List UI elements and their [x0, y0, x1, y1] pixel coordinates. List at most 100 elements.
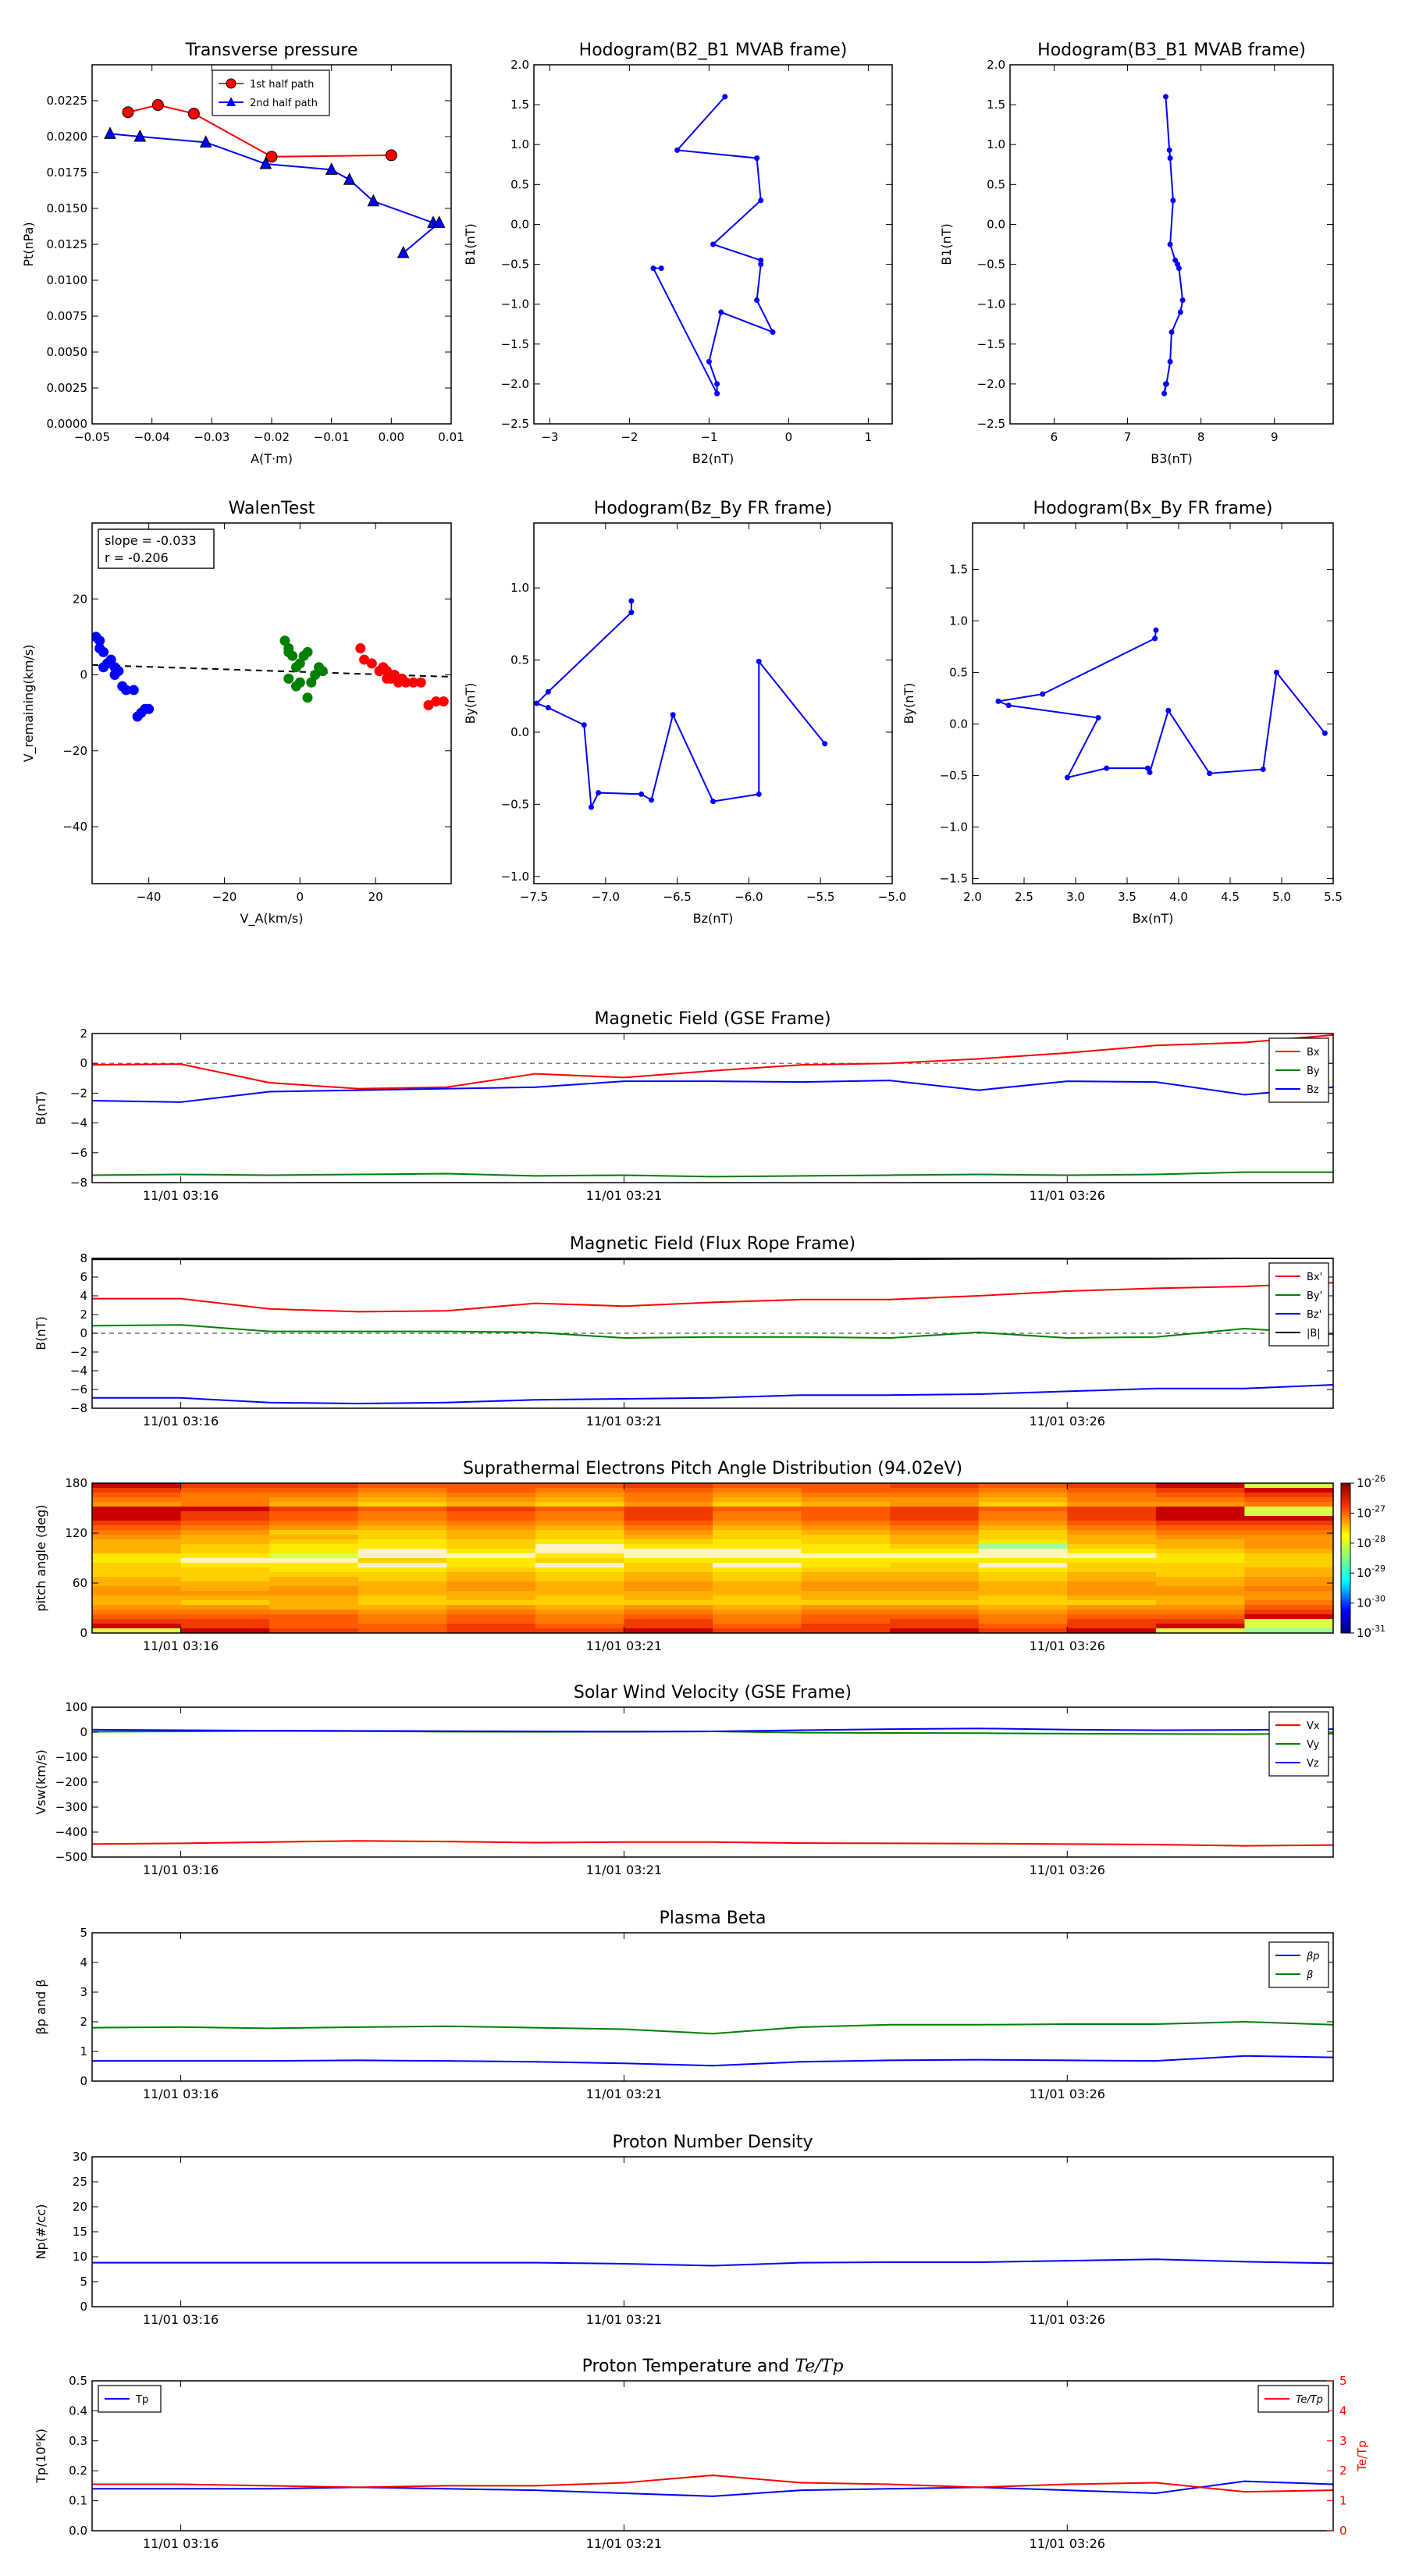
chart-title: Proton Temperature and Te/Tp: [582, 2357, 844, 2376]
heatmap-cell: [92, 1628, 182, 1633]
data-point: [423, 699, 434, 710]
chart-title: Transverse pressure: [185, 41, 358, 60]
heatmap-cell: [269, 1558, 359, 1564]
heatmap-cell: [535, 1535, 625, 1540]
heatmap-cell: [801, 1553, 891, 1559]
heatmap-cell: [357, 1544, 447, 1550]
data-point: [1005, 703, 1012, 709]
heatmap-cell: [1067, 1600, 1157, 1606]
legend-label: Bz': [1307, 1309, 1321, 1321]
y-tick-label: 1.0: [987, 137, 1005, 151]
data-point: [382, 673, 393, 684]
y-tick-label: 1.0: [949, 614, 968, 628]
heatmap-cell: [801, 1558, 891, 1564]
heatmap-cell: [713, 1502, 802, 1507]
heatmap-cell: [801, 1572, 891, 1578]
data-point: [343, 173, 356, 185]
heatmap-cell: [890, 1553, 980, 1559]
heatmap-cell: [713, 1497, 802, 1503]
data-point: [1172, 257, 1179, 263]
y-tick-label: 0: [80, 668, 87, 682]
time-tick-label: 11/01 03:16: [143, 1414, 219, 1429]
y-tick-label: 0.0000: [47, 417, 88, 431]
heatmap-cell: [357, 1483, 447, 1489]
heatmap-cell: [446, 1614, 536, 1620]
x-tick-label: 4.5: [1221, 890, 1240, 904]
data-point: [389, 670, 400, 681]
heatmap-cell: [92, 1511, 182, 1517]
plot-area: [92, 1483, 1333, 1633]
time-tick-label: 11/01 03:26: [1030, 2087, 1105, 2101]
walen-test-panel: WalenTest −40 −20 0 20 −40 −20 0 20 V_A(km/s) V_re…: [21, 499, 452, 927]
heatmap-cell: [357, 1628, 447, 1633]
time-tick-label: 11/01 03:16: [143, 1638, 219, 1653]
heatmap-cell: [713, 1596, 802, 1601]
y-tick-label: 4: [80, 1955, 87, 1969]
heatmap-cell: [1155, 1544, 1246, 1550]
hodogram-bz-by-panel: Hodogram(Bz_By FR frame) −7.5 −7.0 −6.5 −6.0…: [463, 499, 906, 926]
heatmap-cell: [801, 1544, 891, 1550]
hodogram-bx-by-panel: Hodogram(Bx_By FR frame) 2.0 2.5 3.0 3.5 4.0 4…: [902, 499, 1343, 926]
heatmap-cell: [1067, 1483, 1157, 1489]
heatmap-cell: [801, 1525, 891, 1531]
data-point: [1153, 627, 1159, 633]
data-point: [366, 658, 377, 669]
heatmap-cell: [446, 1488, 536, 1493]
heatmap-cell: [624, 1502, 713, 1507]
heatmap-cell: [1155, 1600, 1246, 1606]
heatmap-cell: [713, 1628, 802, 1633]
y-tick-label: 15: [73, 2225, 87, 2239]
colorbar-label: 10-30: [1357, 1594, 1385, 1610]
heatmap-cell: [180, 1502, 270, 1507]
heatmap-cell: [446, 1549, 536, 1554]
data-point: [649, 797, 655, 803]
heatmap-cell: [535, 1511, 625, 1517]
heatmap-cell: [92, 1488, 182, 1493]
heatmap-cell: [446, 1507, 536, 1512]
heatmap-cell: [269, 1488, 359, 1493]
heatmap-cell: [1155, 1582, 1246, 1587]
heatmap-cell: [801, 1497, 891, 1503]
y-tick-label: −8: [70, 1401, 87, 1415]
data-point: [1168, 329, 1175, 335]
data-point: [758, 262, 764, 268]
data-point: [1177, 309, 1183, 315]
plot-area: [92, 1034, 1333, 1178]
x-tick-label: −2: [621, 430, 638, 444]
heatmap-cell: [92, 1577, 182, 1582]
x-tick-label: −5.0: [878, 890, 906, 904]
y-tick-label: 20: [73, 2200, 87, 2214]
heatmap-cell: [535, 1628, 625, 1633]
legend-label: β: [1306, 1969, 1313, 1981]
heatmap-cell: [1067, 1493, 1157, 1498]
heatmap-cell: [978, 1563, 1068, 1568]
heatmap-cell: [713, 1507, 802, 1512]
annotation-box: [98, 528, 215, 569]
heatmap-cell: [624, 1535, 713, 1540]
heatmap-cell: [92, 1610, 182, 1615]
x-tick-label: 0: [785, 430, 793, 444]
series-line-bz-: [92, 1384, 1333, 1405]
y-tick-label: −1.5: [940, 871, 968, 885]
heatmap-cell: [1067, 1535, 1157, 1540]
x-tick-label: −20: [212, 890, 237, 904]
heatmap-cell: [890, 1596, 980, 1601]
plot-frame: [91, 2156, 1334, 2307]
heatmap-cell: [269, 1628, 359, 1633]
x-axis-label: V_A(km/s): [240, 911, 304, 927]
series-line-series-0: [1163, 96, 1184, 394]
colorbar-label-base: 10: [1357, 1626, 1371, 1640]
colorbar-label-exponent: -28: [1371, 1534, 1385, 1544]
y-tick-label: 0: [80, 1326, 87, 1340]
heatmap-cell: [535, 1577, 625, 1582]
plot-area: [92, 1727, 1333, 1847]
heatmap-cell: [92, 1544, 182, 1550]
heatmap-cell: [713, 1610, 802, 1615]
data-point: [670, 712, 676, 718]
heatmap-cell: [1244, 1591, 1333, 1596]
heatmap-cell: [1244, 1624, 1333, 1629]
data-point: [1144, 765, 1151, 771]
transverse-pressure-panel: Transverse pressure −0.05 −0.04 −0.03 −0.02 −…: [21, 41, 464, 466]
y-tick-label: 0.0050: [47, 345, 88, 359]
heatmap-cell: [713, 1483, 802, 1489]
